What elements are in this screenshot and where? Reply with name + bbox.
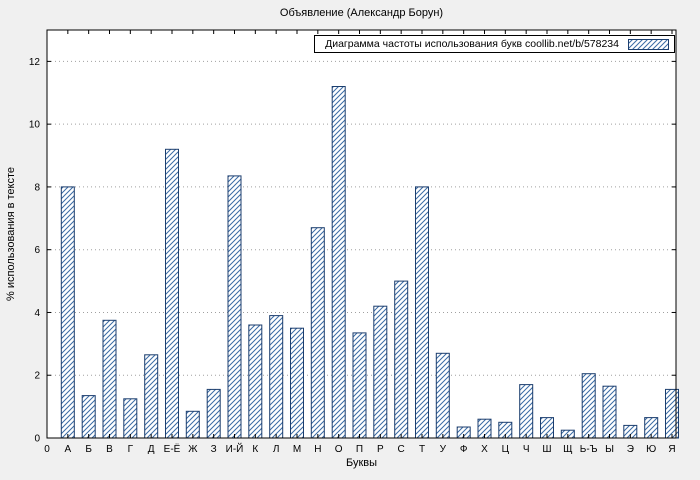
x-tick-label: Ц [502,444,510,455]
bar-Л [269,315,284,439]
y-tick-label: 4 [34,308,40,319]
x-tick-label: Ф [460,444,468,455]
bar-В [102,319,117,439]
x-tick-label: У [440,444,447,455]
x-tick-label: Г [128,444,134,455]
y-tick-label: 6 [34,245,40,256]
x-tick-label: С [398,444,405,455]
x-tick-label: Ж [188,444,198,455]
y-axis-label: % использования в тексте [5,167,17,301]
x-tick-label: Щ [563,444,572,455]
bar-У [435,352,450,439]
bar-Т [415,186,429,439]
x-tick-label: Ш [542,444,551,455]
x-tick-label: К [252,444,258,455]
y-tick-label: 10 [29,120,41,131]
x-tick-label: В [106,444,113,455]
x-tick-label: И-Й [226,442,244,455]
x-tick-label: П [356,444,363,455]
x-tick-labels: 0 А Б В Г Д Е-Ё Ж З И-Й К Л М Н О П Р С Т У Ф Х Ц Ч Ш Щ Ь-Ъ Ы Э Ю Я [44,442,675,455]
bar-Г [123,398,138,439]
bar-Е-Ё [165,148,179,439]
x-tick-label: А [64,444,71,455]
x-axis-label: Буквы [345,457,378,469]
bar-О [331,86,346,439]
x-tick-label: Д [148,444,155,455]
x-tick-origin: 0 [44,444,50,455]
chart-title: Объявление (Александр Борун) [279,7,444,19]
y-tick-labels: 0 2 4 6 8 10 12 [29,57,41,445]
plot-border [46,29,677,439]
x-tick-label: Е-Ё [164,443,181,455]
bar-С [394,280,409,439]
x-tick-label: Х [481,444,488,455]
x-tick-label: Н [314,444,321,455]
bar-К [248,324,263,439]
x-tick-label: Я [668,444,675,455]
x-tick-label: Ы [605,444,614,455]
x-tick-label: Э [627,444,634,455]
bar-А [60,186,75,439]
axis-ticks [46,30,676,439]
y-tick-label: 0 [34,434,40,445]
bar-Ж [185,410,200,439]
bar-З [206,388,221,439]
x-tick-label: Р [377,444,384,455]
x-tick-label: З [211,444,217,455]
legend: Диаграмма частоты использования букв coo… [314,35,675,53]
x-tick-label: О [335,444,343,455]
bar-Я [665,388,679,439]
y-tick-label: 2 [34,371,40,382]
x-tick-label: Ь-Ъ [580,444,598,455]
y-tick-label: 12 [29,57,41,68]
bar-Б [81,395,96,439]
x-tick-label: Б [85,444,92,455]
x-tick-label: Ю [646,444,656,455]
bar-Р [373,305,388,439]
bar-М [290,327,304,439]
bars [60,86,679,439]
bar-П [352,332,367,439]
legend-swatch [628,38,669,50]
bar-Ч [519,384,534,439]
x-tick-label: М [293,444,301,455]
y-tick-label: 8 [34,182,40,193]
x-tick-label: Л [273,444,280,455]
bar-Ь-Ъ [581,373,596,439]
bar-И-Й [227,175,242,439]
bar-Д [144,354,159,439]
legend-label: Диаграмма частоты использования букв coo… [325,38,619,50]
bar-Ы [602,385,617,439]
x-tick-label: Ч [523,444,530,455]
bar-Н [310,227,325,439]
x-tick-label: Т [419,444,425,455]
